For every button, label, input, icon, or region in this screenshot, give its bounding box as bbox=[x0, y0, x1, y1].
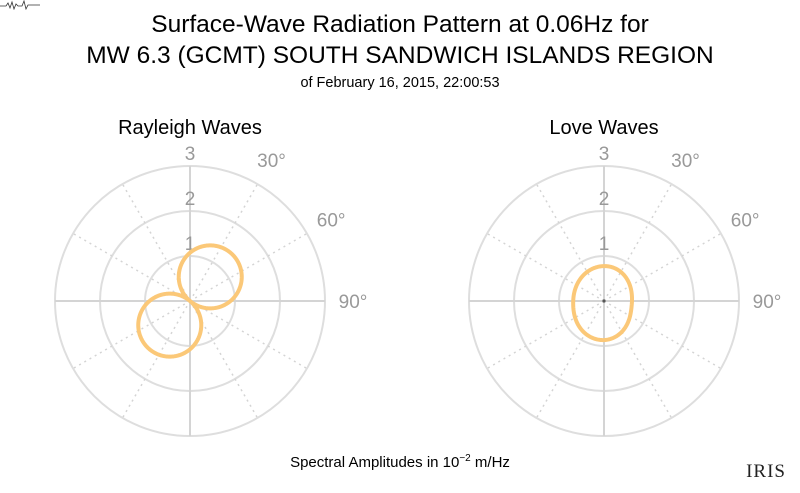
radiation-pattern-line bbox=[136, 243, 244, 359]
polar-spoke bbox=[189, 300, 308, 370]
polar-spoke bbox=[121, 300, 191, 419]
polar-spoke bbox=[603, 300, 722, 370]
radiation-pattern-line bbox=[571, 264, 635, 343]
iris-logo: IRIS bbox=[746, 461, 786, 482]
footer-suffix: m/Hz bbox=[470, 454, 510, 471]
polar-spoke bbox=[121, 183, 191, 302]
footer-caption: Spectral Amplitudes in 10−2 m/Hz bbox=[0, 453, 800, 471]
title-line-1: Surface-Wave Radiation Pattern at 0.06Hz… bbox=[151, 11, 649, 38]
radial-tick-label: 3 bbox=[599, 144, 610, 165]
radial-tick-label: 1 bbox=[185, 234, 196, 255]
polar-spoke bbox=[486, 300, 605, 370]
polar-spoke bbox=[535, 183, 605, 302]
polar-spoke bbox=[535, 300, 605, 419]
footer-exponent: −2 bbox=[459, 453, 471, 464]
angle-tick-label: 60° bbox=[731, 211, 760, 232]
polar-spoke bbox=[189, 232, 308, 302]
angle-tick-label: 30° bbox=[257, 151, 286, 172]
angle-tick-label: 30° bbox=[671, 151, 700, 172]
polar-spoke bbox=[72, 232, 191, 302]
polar-spoke bbox=[603, 232, 722, 302]
polar-spoke bbox=[72, 300, 191, 370]
polar-spoke bbox=[603, 183, 673, 302]
title-line-3: of February 16, 2015, 22:00:53 bbox=[300, 75, 500, 91]
angle-tick-label: 90° bbox=[339, 292, 368, 313]
love-subtitle: Love Waves bbox=[549, 117, 659, 139]
polar-spoke bbox=[603, 300, 673, 419]
polar-spoke bbox=[189, 300, 259, 419]
footer-prefix: Spectral Amplitudes in 10 bbox=[290, 454, 460, 471]
angle-tick-label: 60° bbox=[317, 211, 346, 232]
radial-tick-label: 2 bbox=[185, 189, 196, 210]
angle-tick-label: 90° bbox=[753, 292, 782, 313]
radial-tick-label: 1 bbox=[599, 234, 610, 255]
polar-spoke bbox=[486, 232, 605, 302]
polar-spoke bbox=[189, 183, 259, 302]
radial-tick-label: 2 bbox=[599, 189, 610, 210]
radial-tick-label: 3 bbox=[185, 144, 196, 165]
iris-wave-icon bbox=[0, 0, 40, 10]
polar-center bbox=[602, 299, 606, 303]
rayleigh-subtitle: Rayleigh Waves bbox=[118, 117, 262, 139]
title-line-2: MW 6.3 (GCMT) SOUTH SANDWICH ISLANDS REG… bbox=[86, 42, 714, 69]
